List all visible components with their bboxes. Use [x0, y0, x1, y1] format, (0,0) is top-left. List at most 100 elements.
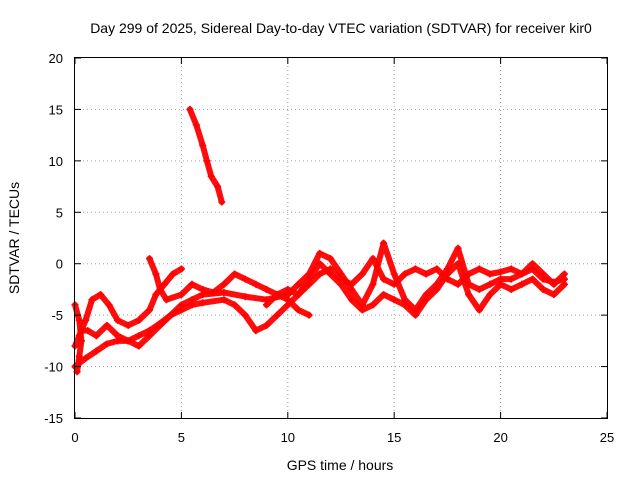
series-layer [71, 105, 568, 376]
data-point [486, 280, 494, 288]
data-point [316, 249, 324, 257]
plot-frame [74, 57, 608, 419]
y-tick-label: -15 [44, 411, 63, 426]
data-point [75, 332, 83, 340]
data-point [433, 265, 441, 273]
data-point [560, 270, 568, 278]
x-grid-lines [180, 58, 502, 418]
data-point [380, 275, 388, 283]
data-point [550, 280, 558, 288]
data-point [156, 321, 164, 329]
data-point [263, 285, 271, 293]
data-point [92, 347, 100, 355]
y-axis-title: SDTVAR / TECUs [6, 182, 22, 294]
data-point [294, 306, 302, 314]
x-tick-label: 5 [178, 430, 185, 445]
data-point [284, 296, 292, 304]
data-point [497, 268, 505, 276]
x-tick-label: 20 [493, 430, 507, 445]
data-point [475, 285, 483, 293]
data-point [231, 270, 239, 278]
data-point [188, 301, 196, 309]
data-point [539, 285, 547, 293]
data-point [465, 270, 473, 278]
data-point [529, 275, 537, 283]
data-point [263, 301, 271, 309]
data-point [75, 316, 83, 324]
data-point [305, 280, 313, 288]
data-point [103, 321, 111, 329]
data-point [220, 280, 228, 288]
data-point [539, 270, 547, 278]
data-point [369, 280, 377, 288]
data-point [186, 105, 194, 113]
data-point [214, 183, 222, 191]
data-point [124, 337, 132, 345]
series-arc-6 [186, 105, 226, 206]
data-point [411, 265, 419, 273]
x-tick-label: 15 [387, 430, 401, 445]
y-tick-labels: -15 -10 -5 0 5 10 15 20 [44, 51, 63, 426]
data-point [156, 285, 164, 293]
data-point [369, 301, 377, 309]
data-point [465, 291, 473, 299]
data-point [358, 306, 366, 314]
series-markers [263, 255, 568, 309]
data-point [326, 255, 334, 263]
data-point [203, 157, 211, 165]
data-point [177, 265, 185, 273]
data-point [401, 301, 409, 309]
series-arc-7 [263, 255, 568, 309]
x-tick-label: 0 [71, 430, 78, 445]
data-point [84, 327, 92, 335]
data-point [209, 289, 217, 297]
data-point [348, 280, 356, 288]
x-axis-title: GPS time / hours [287, 457, 394, 473]
data-point [241, 311, 249, 319]
data-point [560, 280, 568, 288]
data-point [263, 321, 271, 329]
chart-title: Day 299 of 2025, Sidereal Day-to-day VTE… [90, 20, 592, 36]
data-point [152, 291, 160, 299]
data-point [207, 172, 215, 180]
data-point [145, 255, 153, 263]
data-point [550, 291, 558, 299]
axis-ticks [74, 57, 608, 419]
data-point [114, 316, 122, 324]
data-point [241, 293, 249, 301]
x-tick-label: 10 [281, 430, 295, 445]
data-point [475, 306, 483, 314]
data-point [145, 306, 153, 314]
data-point [88, 296, 96, 304]
data-point [518, 280, 526, 288]
data-point [231, 301, 239, 309]
series-markers [75, 265, 185, 340]
data-point [252, 327, 260, 335]
data-point [152, 270, 160, 278]
data-point [75, 352, 83, 360]
data-point [337, 275, 345, 283]
y-tick-label: 15 [49, 102, 63, 117]
data-point [497, 280, 505, 288]
data-point [475, 265, 483, 273]
y-tick-label: -5 [51, 308, 63, 323]
series-arc-4 [75, 265, 185, 340]
data-point [82, 354, 90, 362]
data-point [103, 340, 111, 348]
data-point [199, 141, 207, 149]
data-point [220, 296, 228, 304]
data-point [124, 321, 132, 329]
data-point [199, 285, 207, 293]
data-point [422, 296, 430, 304]
data-point [97, 291, 105, 299]
data-point [507, 275, 515, 283]
data-point [348, 296, 356, 304]
data-point [507, 285, 515, 293]
data-point [401, 270, 409, 278]
data-point [273, 311, 281, 319]
data-point [284, 285, 292, 293]
data-point [294, 280, 302, 288]
data-point [422, 270, 430, 278]
data-point [135, 332, 143, 340]
